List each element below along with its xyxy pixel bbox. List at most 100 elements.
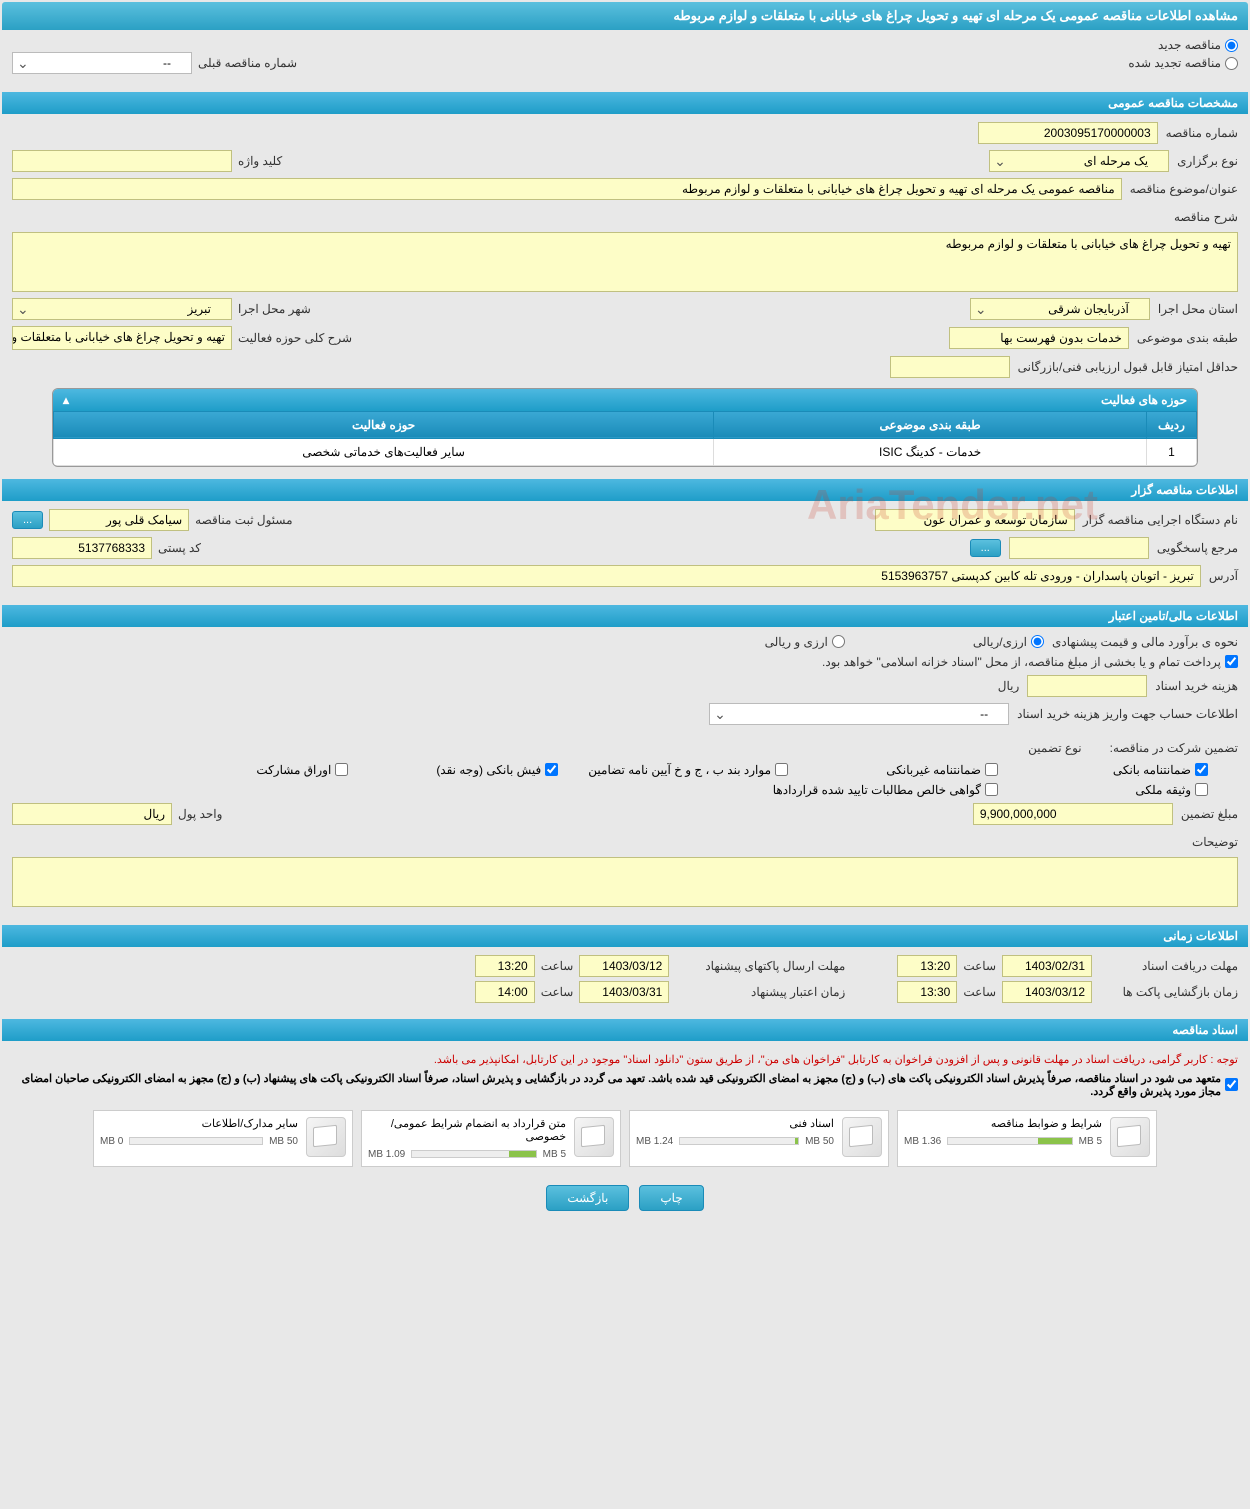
prev-tender-label: شماره مناقصه قبلی [198, 56, 297, 70]
section-docs-body: توجه : کاربر گرامی، دریافت اسناد در مهلت… [2, 1041, 1248, 1175]
city-select[interactable]: تبریز [12, 298, 232, 320]
activity-panel-title: حوزه های فعالیت [1101, 393, 1187, 407]
progress-bar [129, 1137, 263, 1145]
deadline-submit-time: 13:20 [475, 955, 535, 977]
org-label: نام دستگاه اجرایی مناقصه گزار [1083, 513, 1238, 527]
doc-card[interactable]: اسناد فنی 50 MB 1.24 MB [629, 1110, 889, 1167]
chk-regulation[interactable] [775, 763, 788, 776]
contact-label: مرجع پاسخگویی [1157, 541, 1238, 555]
chk-property[interactable] [1195, 783, 1208, 796]
back-button[interactable]: بازگشت [546, 1185, 629, 1211]
chk-label: ضمانتنامه بانکی [1113, 763, 1191, 777]
chk-label: فیش بانکی (وجه نقد) [436, 763, 541, 777]
province-select[interactable]: آذربایجان شرقی [970, 298, 1150, 320]
folder-icon [842, 1117, 882, 1157]
time-word: ساعت [541, 985, 574, 999]
keyword-field[interactable] [12, 150, 232, 172]
radio-renewed-label: مناقصه تجدید شده [1128, 56, 1221, 70]
province-label: استان محل اجرا [1158, 302, 1238, 316]
folder-icon [306, 1117, 346, 1157]
section-organizer-header: اطلاعات مناقصه گزار [2, 479, 1248, 501]
section-finance-body: نحوه ی برآورد مالی و قیمت پیشنهادی ارزی/… [2, 627, 1248, 921]
doc-cost-unit: ریال [998, 679, 1020, 693]
address-label: آدرس [1209, 569, 1238, 583]
contact-field[interactable] [1009, 537, 1149, 559]
activity-panel: حوزه های فعالیت ▴ ردیف طبقه بندی موضوعی … [52, 388, 1198, 467]
radio-new-tender[interactable] [1225, 39, 1238, 52]
collapse-icon[interactable]: ▴ [63, 393, 69, 407]
doc-total: 5 MB [1079, 1136, 1102, 1147]
contact-lookup-button[interactable]: ... [970, 539, 1001, 557]
resp-lookup-button[interactable]: ... [12, 511, 43, 529]
deadline-docs-time: 13:20 [897, 955, 957, 977]
radio-rial[interactable] [1031, 635, 1044, 648]
cell-scope: سایر فعالیت‌های خدماتی شخصی [54, 438, 714, 465]
doc-title: سایر مدارک/اطلاعات [100, 1117, 298, 1130]
deadline-docs-label: مهلت دریافت اسناد [1098, 959, 1238, 973]
unit-label: واحد پول [178, 807, 222, 821]
doc-title: متن قرارداد به انضمام شرایط عمومی/خصوصی [368, 1117, 566, 1143]
radio-rial-label: ارزی/ریالی [973, 635, 1027, 649]
chk-label: وثیقه ملکی [1135, 783, 1191, 797]
radio-renewed-tender[interactable] [1225, 57, 1238, 70]
opening-time: 13:30 [897, 981, 957, 1003]
min-score-label: حداقل امتیاز قابل قبول ارزیابی فنی/بازرگ… [1018, 360, 1238, 374]
treasury-checkbox[interactable] [1225, 655, 1238, 668]
treasury-note: پرداخت تمام و یا بخشی از مبلغ مناقصه، از… [822, 655, 1221, 669]
deadline-submit-date: 1403/03/12 [579, 955, 669, 977]
validity-label: زمان اعتبار پیشنهاد [675, 985, 845, 999]
doc-card[interactable]: متن قرارداد به انضمام شرایط عمومی/خصوصی 5… [361, 1110, 621, 1167]
desc-field[interactable]: تهیه و تحویل چراغ های خیابانی با متعلقات… [12, 232, 1238, 292]
guarantee-types: ضمانتنامه بانکی ضمانتنامه غیربانکی موارد… [12, 763, 1208, 797]
section-organizer-body: AriaTender.net نام دستگاه اجرایی مناقصه … [2, 501, 1248, 601]
chk-nonbank-guarantee[interactable] [985, 763, 998, 776]
scope-label: شرح کلی حوزه فعالیت [238, 331, 352, 345]
chk-receivables[interactable] [985, 783, 998, 796]
resp-field: سیامک قلی پور [49, 509, 189, 531]
chk-cash[interactable] [545, 763, 558, 776]
chk-label: موارد بند ب ، ج و خ آیین نامه تضامین [588, 763, 771, 777]
min-score-field[interactable] [890, 356, 1010, 378]
notes-field[interactable] [12, 857, 1238, 907]
cell-cat: خدمات - کدینگ ISIC [714, 438, 1147, 465]
validity-time: 14:00 [475, 981, 535, 1003]
prev-tender-select[interactable]: -- [12, 52, 192, 74]
doc-card[interactable]: سایر مدارک/اطلاعات50 MB0 MB [93, 1110, 353, 1167]
chk-bonds[interactable] [335, 763, 348, 776]
doc-used: 1.36 MB [904, 1136, 941, 1147]
org-field: سازمان توسعه و عمران عون [875, 509, 1075, 531]
doc-title: اسناد فنی [636, 1117, 834, 1130]
guarantee-label: تضمین شرکت در مناقصه: [1110, 741, 1238, 755]
col-row: ردیف [1147, 411, 1197, 438]
doc-total: 5 MB [543, 1149, 566, 1160]
doc-cost-label: هزینه خرید اسناد [1155, 679, 1238, 693]
doc-total: 50 MB [269, 1136, 298, 1147]
estimate-label: نحوه ی برآورد مالی و قیمت پیشنهادی [1052, 635, 1238, 649]
doc-total: 50 MB [805, 1136, 834, 1147]
commit-checkbox[interactable] [1225, 1078, 1238, 1091]
col-scope: حوزه فعالیت [54, 411, 714, 438]
guarantee-amount-label: مبلغ تضمین [1181, 807, 1238, 821]
category-label: طبقه بندی موضوعی [1137, 331, 1238, 345]
print-button[interactable]: چاپ [639, 1185, 703, 1211]
doc-cost-field[interactable] [1027, 675, 1147, 697]
address-field: تبریز - اتوبان پاسداران - ورودی تله کابی… [12, 565, 1201, 587]
doc-card[interactable]: شرایط و ضوابط مناقصه 5 MB 1.36 MB [897, 1110, 1157, 1167]
chk-bank-guarantee[interactable] [1195, 763, 1208, 776]
folder-icon [1110, 1117, 1150, 1157]
doc-used: 1.24 MB [636, 1136, 673, 1147]
holding-type-select[interactable]: یک مرحله ای [989, 150, 1169, 172]
resp-label: مسئول ثبت مناقصه [195, 513, 292, 527]
notes-label: توضیحات [1192, 835, 1238, 849]
doc-title: شرایط و ضوابط مناقصه [904, 1117, 1102, 1130]
page-title: مشاهده اطلاعات مناقصه عمومی یک مرحله ای … [2, 2, 1248, 30]
subject-label: عنوان/موضوع مناقصه [1130, 182, 1238, 196]
guarantee-amount-field: 9,900,000,000 [973, 803, 1173, 825]
cell-n: 1 [1147, 438, 1197, 465]
radio-mixed[interactable] [832, 635, 845, 648]
table-row: 1 خدمات - کدینگ ISIC سایر فعالیت‌های خدم… [54, 438, 1197, 465]
postal-label: کد پستی [158, 541, 201, 555]
section-general-body: شماره مناقصه 2003095170000003 نوع برگزار… [2, 114, 1248, 475]
account-select[interactable]: -- [709, 703, 1009, 725]
progress-bar [679, 1137, 799, 1145]
